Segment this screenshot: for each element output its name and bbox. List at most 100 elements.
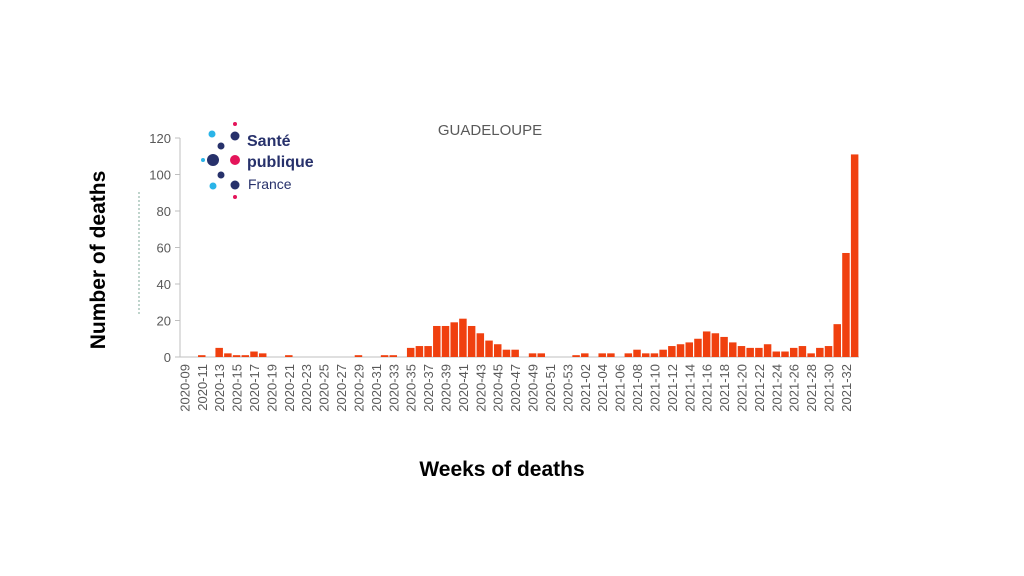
x-tick-label: 2020-27 bbox=[334, 364, 349, 412]
bar-2021-07 bbox=[624, 353, 633, 357]
bar-2021-30 bbox=[824, 346, 833, 357]
x-tick-label: 2020-25 bbox=[317, 364, 332, 412]
x-tick-label: 2021-20 bbox=[734, 364, 749, 412]
bar-2020-17 bbox=[250, 351, 258, 357]
bar-2021-31 bbox=[833, 324, 841, 357]
bar-2021-17 bbox=[711, 333, 720, 357]
bar-2021-32 bbox=[842, 252, 850, 357]
bar-2020-29 bbox=[354, 355, 363, 357]
x-tick-label: 2020-49 bbox=[526, 364, 541, 412]
x-tick-label: 2021-02 bbox=[578, 364, 593, 412]
bar-2021-23 bbox=[763, 344, 772, 357]
logo-dot bbox=[201, 158, 205, 162]
logo-text-line1: Santé bbox=[247, 133, 291, 150]
bar-2020-44 bbox=[485, 340, 493, 357]
x-tick-label: 2020-11 bbox=[195, 364, 210, 411]
y-tick-label: 100 bbox=[149, 168, 171, 183]
chart-title: GUADELOUPE bbox=[438, 122, 542, 139]
bar-2020-11 bbox=[198, 355, 206, 357]
bar-2021-27 bbox=[798, 346, 807, 357]
bar-2020-50 bbox=[537, 353, 546, 357]
x-tick-label: 2021-18 bbox=[717, 364, 732, 412]
x-tick-label: 2021-06 bbox=[613, 364, 628, 412]
bar-2021-25 bbox=[781, 351, 789, 357]
logo-dot bbox=[217, 142, 225, 150]
x-tick-label: 2021-16 bbox=[700, 364, 715, 412]
bar-2021-09 bbox=[641, 353, 650, 357]
bar-2020-16 bbox=[241, 355, 250, 357]
bar-2020-13 bbox=[215, 347, 223, 358]
x-axis-ticks: 2020-09 2020-11 2020-13 2020-15 2020-17 2020-… bbox=[177, 364, 854, 412]
x-tick-label: 2021-24 bbox=[769, 364, 784, 412]
bar-2021-12 bbox=[668, 346, 676, 357]
bar-2021-05 bbox=[607, 353, 615, 357]
x-tick-label: 2020-21 bbox=[282, 364, 297, 412]
bar-2021-22 bbox=[755, 347, 763, 358]
bar-2021-08 bbox=[633, 349, 641, 357]
x-tick-label: 2021-08 bbox=[630, 364, 645, 412]
bar-2021-04 bbox=[598, 353, 606, 357]
bar-2021-02 bbox=[581, 353, 589, 357]
sante-publique-logo: Santé publique France bbox=[201, 122, 314, 199]
bar-2020-43 bbox=[476, 333, 485, 357]
bars bbox=[198, 154, 859, 358]
x-tick-label: 2020-17 bbox=[247, 364, 262, 412]
bar-2021-18 bbox=[720, 336, 728, 357]
bar-2020-40 bbox=[450, 322, 458, 357]
bar-2020-39 bbox=[441, 325, 450, 357]
logo-dot bbox=[230, 131, 240, 141]
x-tick-label: 2020-19 bbox=[264, 364, 279, 412]
bar-2021-29 bbox=[816, 347, 824, 358]
x-tick-label: 2021-30 bbox=[822, 364, 837, 412]
bar-2021-28 bbox=[807, 353, 815, 357]
logo-dot bbox=[233, 195, 237, 199]
logo-dot bbox=[207, 154, 219, 166]
bar-2021-16 bbox=[702, 331, 711, 357]
x-tick-label: 2021-14 bbox=[682, 364, 697, 412]
bar-2021-20 bbox=[737, 346, 746, 357]
bar-2021-13 bbox=[676, 344, 685, 357]
x-tick-label: 2021-22 bbox=[752, 364, 767, 412]
bar-2020-15 bbox=[232, 355, 241, 357]
bar-2020-47 bbox=[511, 349, 519, 357]
x-tick-label: 2021-12 bbox=[665, 364, 680, 412]
bar-2020-14 bbox=[224, 353, 232, 357]
bar-2020-41 bbox=[459, 318, 467, 357]
bar-2021-26 bbox=[789, 347, 798, 358]
x-tick-label: 2021-32 bbox=[839, 364, 854, 412]
x-tick-label: 2020-43 bbox=[473, 364, 488, 412]
x-tick-label: 2020-35 bbox=[404, 364, 419, 412]
bar-2021-33 bbox=[850, 154, 859, 357]
bar-2020-35 bbox=[406, 347, 415, 358]
bar-2020-42 bbox=[467, 325, 476, 357]
x-tick-label: 2021-28 bbox=[804, 364, 819, 412]
bar-2021-11 bbox=[659, 349, 667, 357]
bar-2020-36 bbox=[415, 346, 424, 357]
x-tick-label: 2020-47 bbox=[508, 364, 523, 412]
y-tick-label: 120 bbox=[149, 131, 171, 146]
logo-dot bbox=[233, 122, 237, 126]
x-tick-label: 2020-33 bbox=[386, 364, 401, 412]
logo-dot bbox=[209, 182, 217, 190]
bar-2020-46 bbox=[502, 349, 511, 357]
x-tick-label: 2020-09 bbox=[177, 364, 192, 412]
bar-2020-37 bbox=[424, 346, 432, 357]
y-tick-label: 40 bbox=[157, 277, 171, 292]
x-tick-label: 2020-15 bbox=[230, 364, 245, 412]
x-tick-label: 2020-23 bbox=[299, 364, 314, 412]
bar-2020-18 bbox=[258, 353, 267, 357]
x-tick-label: 2020-39 bbox=[439, 364, 454, 412]
bar-2021-15 bbox=[694, 338, 702, 357]
bar-2021-01 bbox=[572, 355, 580, 357]
bar-2020-32 bbox=[380, 355, 389, 357]
bar-2021-21 bbox=[746, 347, 754, 358]
logo-dot bbox=[208, 130, 216, 138]
x-tick-label: 2021-04 bbox=[595, 364, 610, 412]
x-tick-label: 2021-26 bbox=[787, 364, 802, 412]
bar-2021-10 bbox=[650, 353, 659, 357]
logo-text-line3: France bbox=[248, 176, 292, 192]
bar-2020-21 bbox=[285, 355, 293, 357]
x-tick-label: 2020-13 bbox=[212, 364, 227, 412]
bar-2020-38 bbox=[433, 325, 441, 357]
